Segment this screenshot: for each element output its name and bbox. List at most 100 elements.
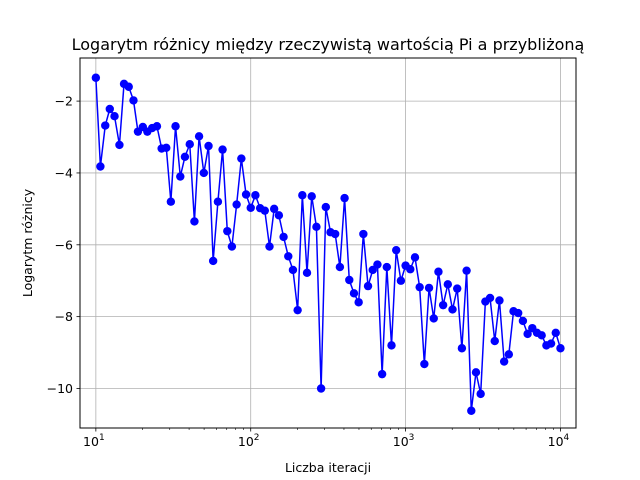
data-series: [91, 73, 565, 415]
y-tick-label: −2: [55, 94, 73, 109]
data-point: [105, 104, 114, 114]
data-point: [410, 253, 420, 262]
data-point: [335, 262, 345, 272]
axis-ticks: 101 102 103 104−10−8−6−4−2: [47, 94, 570, 449]
data-point: [321, 202, 331, 212]
data-point: [115, 140, 124, 150]
data-point: [514, 308, 523, 318]
data-point: [434, 267, 443, 276]
y-tick-label: −4: [55, 165, 73, 180]
data-point: [152, 122, 162, 131]
data-point: [396, 276, 406, 285]
data-point: [363, 281, 373, 291]
x-tick-label-exponent: 4: [564, 433, 570, 443]
data-point: [185, 140, 194, 149]
data-point: [298, 191, 307, 200]
x-tick-label: 103: [393, 433, 415, 449]
data-point: [91, 73, 101, 82]
data-point: [382, 262, 392, 272]
data-point: [551, 328, 560, 338]
plot-frame: [79, 57, 577, 429]
data-point: [471, 368, 481, 377]
data-point: [194, 132, 204, 141]
data-point: [424, 283, 434, 293]
data-point: [232, 200, 241, 209]
y-axis-label: Logarytm różnicy: [20, 188, 35, 297]
data-point: [166, 197, 176, 206]
data-point: [499, 357, 509, 366]
data-point: [457, 344, 467, 353]
series-line: [95, 77, 562, 412]
data-point: [316, 384, 326, 393]
x-tick-label-base: 10: [393, 434, 409, 449]
data-point: [288, 265, 298, 275]
data-point: [96, 162, 105, 171]
y-tick-label: −6: [55, 237, 73, 252]
data-point: [190, 217, 199, 226]
data-point: [171, 122, 180, 131]
data-point: [307, 192, 316, 201]
x-tick-label: 101: [83, 433, 105, 449]
data-point: [284, 252, 293, 261]
data-point: [199, 168, 209, 178]
data-point: [556, 344, 565, 353]
data-point: [110, 111, 119, 121]
data-point: [279, 232, 288, 242]
data-point: [377, 369, 387, 379]
data-point: [546, 339, 556, 348]
data-point: [223, 226, 232, 236]
x-axis-label: Liczba iteracji: [285, 460, 371, 475]
y-tick-label: −8: [55, 309, 73, 324]
data-point: [265, 242, 274, 251]
data-point: [485, 293, 495, 303]
data-point: [176, 172, 185, 181]
data-point: [490, 336, 499, 346]
data-point: [392, 245, 401, 255]
data-point: [523, 329, 532, 339]
data-point: [180, 152, 190, 161]
data-point: [330, 229, 340, 239]
data-point: [124, 82, 133, 91]
data-point: [302, 268, 312, 278]
data-point: [467, 406, 476, 415]
grid: [80, 58, 576, 428]
data-point: [340, 193, 349, 203]
data-point: [420, 359, 429, 369]
data-point: [429, 314, 438, 323]
data-point: [354, 298, 363, 307]
data-point: [312, 222, 321, 232]
data-point: [208, 256, 218, 266]
x-tick-label-exponent: 1: [99, 433, 105, 443]
data-point: [218, 145, 227, 154]
data-point: [438, 300, 448, 310]
y-tick-label: −10: [47, 381, 73, 396]
data-point: [293, 305, 302, 315]
data-point: [349, 289, 359, 298]
data-point: [246, 203, 255, 212]
data-point: [162, 143, 171, 153]
x-tick-label-base: 10: [83, 434, 99, 449]
x-tick-label-base: 10: [548, 434, 564, 449]
data-point: [227, 242, 237, 251]
data-point: [387, 341, 396, 350]
chart-title: Logarytm różnicy między rzeczywistą wart…: [72, 35, 585, 54]
x-tick-label-exponent: 2: [254, 433, 260, 443]
data-point: [251, 191, 260, 200]
x-tick-label: 102: [238, 433, 260, 449]
data-point: [129, 96, 138, 105]
data-point: [415, 282, 424, 292]
data-point: [269, 204, 279, 214]
data-point: [443, 280, 453, 289]
data-point: [204, 141, 213, 151]
data-point: [504, 350, 514, 359]
data-point: [345, 275, 354, 285]
data-point: [241, 190, 251, 199]
data-point: [453, 284, 462, 293]
data-point: [260, 206, 270, 215]
data-point: [359, 229, 368, 239]
data-point: [406, 265, 415, 274]
data-point: [537, 331, 546, 340]
data-point: [448, 305, 457, 314]
